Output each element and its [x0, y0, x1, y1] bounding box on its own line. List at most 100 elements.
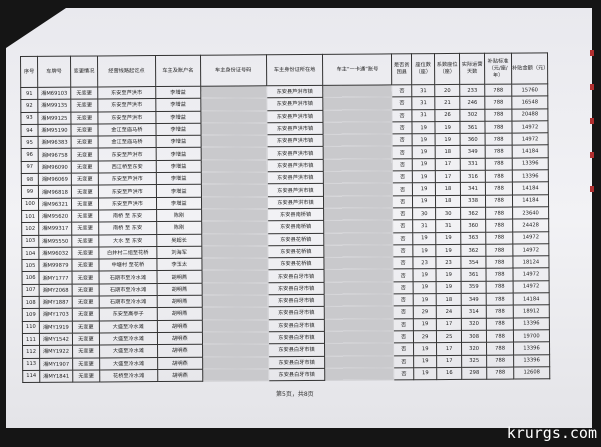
column-header: 系数座位（座）: [434, 53, 460, 85]
table-cell: 788: [484, 84, 512, 97]
table-cell: 湘MY1907: [39, 357, 73, 371]
table-cell: 湘MY1887: [39, 296, 73, 309]
table-cell: 246: [459, 96, 485, 110]
redacted-account-cell: [323, 183, 393, 197]
table-cell: 湘MY1703: [39, 308, 73, 322]
table-cell: 110: [22, 321, 40, 334]
redacted-account-cell: [324, 257, 394, 270]
table-cell: 白井村二组至花桥: [98, 246, 157, 260]
redacted-account-cell: [324, 269, 394, 283]
table-cell: 无变更: [71, 209, 99, 223]
table-cell: 湘M96383: [38, 136, 72, 149]
table-cell: 17: [436, 342, 462, 356]
table-cell: 20488: [511, 108, 548, 121]
table-cell: 否: [393, 367, 414, 381]
table-cell: 石期市至冷水滩: [98, 271, 157, 284]
redacted-id-cell: [202, 368, 269, 382]
table-cell: 14184: [512, 145, 549, 158]
table-cell: 无变更: [71, 197, 99, 211]
table-cell: 788: [484, 108, 512, 122]
table-cell: 97: [21, 161, 39, 174]
table-cell: 18: [435, 182, 461, 196]
redacted-account-cell: [325, 367, 394, 381]
table-cell: 19: [436, 268, 462, 282]
table-cell: 无变更: [71, 148, 99, 161]
table-cell: 14184: [512, 194, 549, 208]
redacted-account-cell: [323, 121, 393, 135]
redacted-account-cell: [324, 293, 394, 307]
table-cell: 湘M96818: [38, 185, 72, 199]
table-cell: 29: [413, 305, 437, 319]
table-cell: 胡明燕: [157, 356, 203, 370]
table-cell: 19: [436, 281, 462, 294]
table-cell: 湘M99879: [38, 259, 72, 272]
table-cell: 788: [485, 157, 513, 171]
table-cell: 29: [413, 330, 437, 343]
table-cell: 14972: [512, 268, 550, 281]
column-header: 车主身份证号码: [200, 54, 267, 87]
table-cell: 360: [460, 219, 486, 232]
redacted-account-cell: [323, 84, 393, 98]
table-cell: 西江桥至东安: [98, 160, 157, 174]
redacted-id-cell: [200, 122, 267, 136]
redacted-account-cell: [325, 355, 394, 369]
table-cell: 东安县芦洪市镇: [266, 134, 324, 148]
redacted-account-cell: [324, 330, 394, 344]
table-cell: 788: [485, 256, 513, 269]
table-cell: 30: [435, 207, 461, 220]
table-cell: 19: [412, 232, 436, 245]
table-cell: 13396: [513, 342, 550, 355]
column-header: 序号: [20, 56, 38, 88]
table-cell: 湘M99135: [37, 99, 71, 112]
table-cell: 19: [412, 195, 436, 208]
table-cell: 19: [412, 244, 437, 257]
table-cell: 东安县白牙市镇: [268, 355, 326, 369]
table-cell: 100: [21, 198, 39, 211]
table-cell: 106: [22, 271, 40, 285]
table-cell: 788: [486, 317, 514, 331]
redacted-account-cell: [324, 232, 394, 246]
table-cell: 19: [413, 281, 437, 294]
table-cell: 114: [22, 370, 40, 383]
redacted-account-cell: [323, 97, 393, 110]
table-cell: 99: [21, 185, 39, 199]
column-header: 车主及账户名: [155, 55, 201, 87]
table-cell: 东安县芦洪市镇: [266, 183, 324, 197]
table-cell: 无变更: [72, 345, 100, 358]
redacted-id-cell: [202, 344, 269, 357]
table-cell: 否: [392, 97, 413, 110]
table-cell: 李玉太: [156, 258, 202, 272]
table-cell: 否: [393, 256, 414, 270]
redacted-account-cell: [324, 281, 394, 295]
redacted-id-cell: [201, 282, 268, 296]
table-cell: 李增益: [156, 160, 202, 173]
table-cell: 东安县花桥镇: [267, 232, 325, 246]
table-cell: 湘M96069: [38, 173, 72, 186]
table-cell: 17: [436, 354, 462, 368]
table-cell: 91: [20, 87, 38, 100]
table-cell: 23: [413, 256, 437, 270]
table-cell: 无变更: [71, 259, 99, 272]
table-cell: 19: [413, 293, 437, 307]
table-cell: 否: [392, 146, 413, 159]
red-stamp-edge: [590, 50, 596, 240]
table-cell: 19: [413, 342, 437, 356]
redacted-id-cell: [202, 331, 269, 345]
table-cell: 26: [435, 109, 461, 122]
table-cell: 湘MY1542: [39, 333, 73, 346]
table-cell: 李增益: [156, 172, 202, 185]
table-cell: 19: [413, 269, 437, 282]
table-cell: 788: [485, 170, 513, 183]
redacted-account-cell: [323, 195, 393, 209]
table-cell: 13396: [512, 157, 549, 171]
table-cell: 362: [460, 207, 486, 220]
table-cell: 24428: [512, 219, 549, 232]
table-cell: 316: [460, 170, 486, 183]
table-cell: 19: [435, 231, 461, 245]
table-cell: 788: [486, 329, 514, 343]
watermark: krurgs.com: [506, 424, 597, 442]
table-cell: 金江至庙马桥: [97, 123, 156, 137]
table-cell: 大水 至 东安: [98, 234, 157, 247]
table-cell: 314: [461, 305, 487, 319]
table-cell: 107: [22, 284, 40, 297]
